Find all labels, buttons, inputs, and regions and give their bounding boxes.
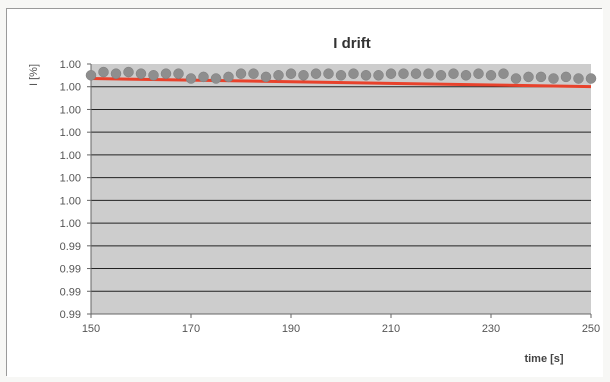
trend-line (90, 77, 592, 89)
x-tick-label: 170 (182, 323, 200, 335)
y-tick-label: 1.00 (60, 104, 81, 116)
data-point (148, 70, 159, 81)
data-point (260, 71, 272, 83)
y-tick-label: 0.99 (60, 241, 81, 253)
data-point (123, 66, 134, 78)
data-point (460, 70, 472, 81)
data-point (310, 68, 322, 79)
chart-title: I drift (333, 35, 371, 52)
data-point (398, 68, 409, 79)
data-point (523, 71, 534, 83)
data-point (135, 68, 147, 79)
y-tick-label: 0.99 (60, 309, 81, 321)
data-point (335, 70, 347, 81)
chart-frame: I drift I [%] time [s] 1.00 1.00 1.00 1.00 1… (6, 8, 603, 377)
y-tick-label: 1.00 (60, 173, 81, 185)
y-tick-label: 1.00 (60, 59, 81, 71)
plot-background (91, 64, 591, 314)
data-point (585, 73, 597, 84)
x-tick-label: 190 (282, 323, 300, 335)
data-point (160, 68, 172, 79)
data-point (285, 68, 297, 79)
data-point (235, 68, 247, 79)
y-tick-label: 0.99 (60, 264, 81, 276)
data-point (448, 68, 459, 79)
data-point (348, 68, 359, 79)
data-point (98, 66, 109, 78)
data-point (223, 71, 234, 83)
data-point (423, 68, 434, 79)
data-point (185, 73, 197, 84)
x-tick-label: 250 (582, 323, 600, 335)
data-point (510, 73, 522, 84)
data-point (198, 71, 209, 83)
y-tick-label: 1.00 (60, 82, 81, 94)
data-point (248, 68, 259, 79)
data-point (548, 73, 559, 84)
data-point (110, 68, 122, 79)
data-point (435, 70, 447, 81)
data-point (485, 70, 497, 81)
y-tick-label: 1.00 (60, 218, 81, 230)
data-point (573, 73, 584, 84)
y-tick-label: 1.00 (60, 195, 81, 207)
x-tick-label: 210 (382, 323, 400, 335)
y-tick-label: 0.99 (60, 286, 81, 298)
data-point (473, 68, 484, 79)
data-point (173, 68, 184, 79)
chart-svg: I drift I [%] time [s] 1.001.001.001.001… (7, 9, 603, 377)
y-tick-label: 1.00 (60, 127, 81, 139)
data-point (410, 68, 422, 79)
data-point (373, 70, 384, 81)
x-axis-label: time [s] (524, 353, 563, 365)
x-tick-label: 150 (82, 323, 100, 335)
data-point (273, 70, 284, 81)
x-tick-label: 230 (482, 323, 500, 335)
data-point (298, 70, 309, 81)
data-point (210, 73, 222, 84)
y-tick-label: 1.00 (60, 150, 81, 162)
data-point (85, 70, 97, 81)
data-point (560, 71, 572, 83)
plot-area: 1.00 1.00 1.00 1.00 1.00 1.00 1.00 1.00 0.99 0.99… (60, 59, 601, 335)
data-point (323, 68, 334, 79)
data-point (535, 71, 547, 83)
y-axis-label: I [%] (28, 64, 40, 86)
data-point (498, 68, 509, 79)
data-point (385, 68, 397, 79)
data-point (360, 70, 372, 81)
